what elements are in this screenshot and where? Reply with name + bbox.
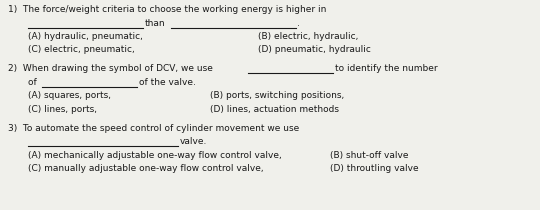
Text: of the valve.: of the valve. xyxy=(139,78,196,87)
Text: (D) pneumatic, hydraulic: (D) pneumatic, hydraulic xyxy=(258,46,371,55)
Text: to identify the number: to identify the number xyxy=(335,64,437,74)
Text: (B) shut-off valve: (B) shut-off valve xyxy=(330,151,408,160)
Text: (D) lines, actuation methods: (D) lines, actuation methods xyxy=(210,105,339,114)
Text: 2)  When drawing the symbol of DCV, we use: 2) When drawing the symbol of DCV, we us… xyxy=(8,64,216,74)
Text: (A) hydraulic, pneumatic,: (A) hydraulic, pneumatic, xyxy=(28,32,143,41)
Text: valve.: valve. xyxy=(180,137,207,146)
Text: (A) squares, ports,: (A) squares, ports, xyxy=(28,91,111,100)
Text: .: . xyxy=(297,18,300,28)
Text: (C) lines, ports,: (C) lines, ports, xyxy=(28,105,97,114)
Text: (B) ports, switching positions,: (B) ports, switching positions, xyxy=(210,91,345,100)
Text: of: of xyxy=(28,78,39,87)
Text: than: than xyxy=(145,18,166,28)
Text: (A) mechanically adjustable one-way flow control valve,: (A) mechanically adjustable one-way flow… xyxy=(28,151,282,160)
Text: (B) electric, hydraulic,: (B) electric, hydraulic, xyxy=(258,32,359,41)
Text: 1)  The force/weight criteria to choose the working energy is higher in: 1) The force/weight criteria to choose t… xyxy=(8,5,326,14)
Text: (C) electric, pneumatic,: (C) electric, pneumatic, xyxy=(28,46,135,55)
Text: (C) manually adjustable one-way flow control valve,: (C) manually adjustable one-way flow con… xyxy=(28,164,264,173)
Text: (D) throutling valve: (D) throutling valve xyxy=(330,164,418,173)
Text: 3)  To automate the speed control of cylinder movement we use: 3) To automate the speed control of cyli… xyxy=(8,124,299,133)
